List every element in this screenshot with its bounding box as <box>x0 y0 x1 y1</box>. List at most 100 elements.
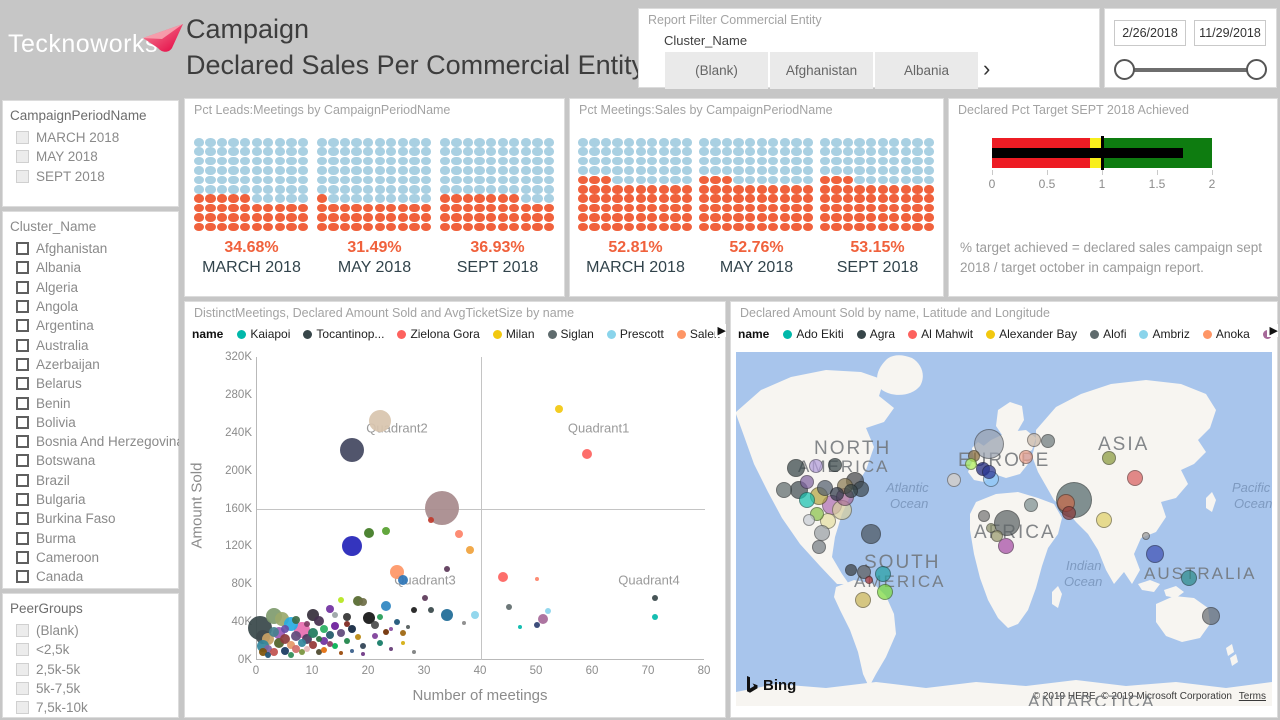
map-legend-next-icon[interactable]: ▶ <box>1266 324 1278 337</box>
map-bubble[interactable] <box>991 530 1003 542</box>
map-bubble[interactable] <box>1041 434 1055 448</box>
scatter-bubble[interactable] <box>286 640 295 649</box>
checkbox-item[interactable]: Argentina <box>10 316 177 335</box>
scatter-bubble[interactable] <box>352 596 363 607</box>
scatter-bubble[interactable] <box>320 624 329 633</box>
map-bubble[interactable] <box>1027 433 1041 447</box>
scatter-legend-next-icon[interactable]: ▶ <box>714 324 726 337</box>
checkbox-item[interactable]: Albania <box>10 258 177 277</box>
checkbox-item[interactable]: Burma <box>10 528 177 547</box>
legend-item[interactable]: Salem <box>676 327 720 341</box>
checkbox-item[interactable]: Azerbaijan <box>10 355 177 374</box>
map-bubble[interactable] <box>1202 607 1220 625</box>
checkbox-icon[interactable] <box>16 261 29 275</box>
scatter-bubble[interactable] <box>343 621 350 628</box>
date-end-input[interactable]: 11/29/2018 <box>1194 20 1266 46</box>
checkbox-item[interactable]: Angola <box>10 297 177 316</box>
map-bubble[interactable] <box>828 458 842 472</box>
checkbox-icon[interactable] <box>16 169 29 183</box>
scatter-bubble[interactable] <box>399 630 406 637</box>
checkbox-icon[interactable] <box>16 493 29 506</box>
map-bubble[interactable] <box>986 523 996 533</box>
scatter-bubble[interactable] <box>339 651 343 656</box>
scatter-bubble[interactable] <box>380 601 391 612</box>
map-bubble[interactable] <box>1102 451 1116 465</box>
scatter-bubble[interactable] <box>441 609 454 622</box>
checkbox-item[interactable]: Bolivia <box>10 413 177 432</box>
scatter-bubble[interactable] <box>258 648 267 657</box>
filter-scroll-right-icon[interactable]: › <box>983 56 991 81</box>
scatter-bubble[interactable] <box>337 629 345 638</box>
scatter-bubble[interactable] <box>291 631 302 642</box>
scatter-bubble[interactable] <box>304 621 311 628</box>
scatter-bubble[interactable] <box>382 628 389 635</box>
scatter-bubble[interactable] <box>313 616 324 627</box>
checkbox-icon[interactable] <box>16 531 29 545</box>
checkbox-item[interactable]: Botswana <box>10 451 177 470</box>
scatter-bubble[interactable] <box>427 516 434 523</box>
scatter-bubble[interactable] <box>348 624 357 633</box>
legend-item[interactable]: Agra <box>856 327 895 341</box>
checkbox-icon[interactable] <box>16 454 29 468</box>
dot-matrix-grid[interactable] <box>439 138 556 232</box>
scatter-bubble[interactable] <box>371 633 378 640</box>
scatter-bubble[interactable] <box>534 621 540 628</box>
scatter-bubble[interactable] <box>292 644 301 653</box>
dot-matrix-grid[interactable] <box>577 138 694 232</box>
checkbox-icon[interactable] <box>16 242 29 256</box>
map-bubble[interactable] <box>1181 570 1197 586</box>
scatter-bubble[interactable] <box>315 649 322 656</box>
scatter-bubble[interactable] <box>465 546 474 555</box>
scatter-bubble[interactable] <box>343 638 350 645</box>
map-bubble[interactable] <box>875 566 891 582</box>
scatter-bubble[interactable] <box>377 614 384 621</box>
checkbox-icon[interactable] <box>16 150 29 164</box>
scatter-bubble[interactable] <box>369 410 392 433</box>
legend-item[interactable]: Kaiapoi <box>237 327 290 341</box>
scatter-bubble[interactable] <box>545 607 552 614</box>
map-bubble[interactable] <box>965 458 977 470</box>
legend-item[interactable]: Zielona Gora <box>397 327 480 341</box>
checkbox-icon[interactable] <box>16 131 29 145</box>
scatter-bubble[interactable] <box>342 613 351 622</box>
checkbox-icon[interactable] <box>16 338 29 352</box>
map-bubble[interactable] <box>947 473 961 487</box>
scatter-bubble[interactable] <box>297 638 306 647</box>
scatter-bubble[interactable] <box>400 640 405 645</box>
legend-item[interactable]: Anoka <box>1202 327 1250 341</box>
scatter-bubble[interactable] <box>269 648 278 657</box>
scatter-bubble[interactable] <box>582 448 593 459</box>
scatter-bubble[interactable] <box>350 648 355 653</box>
checkbox-item[interactable]: Benin <box>10 393 177 412</box>
map-bubble[interactable] <box>799 492 815 508</box>
terms-link[interactable]: Terms <box>1238 691 1266 702</box>
legend-item[interactable]: Al Mahwit <box>908 327 973 341</box>
scatter-bubble[interactable] <box>651 614 658 621</box>
scatter-bubble[interactable] <box>394 619 400 626</box>
map-bubble[interactable] <box>877 584 893 600</box>
filter-option-button[interactable]: Afghanistan <box>770 52 873 89</box>
checkbox-icon[interactable] <box>16 662 29 676</box>
scatter-bubble[interactable] <box>381 527 390 536</box>
scatter-bubble[interactable] <box>364 528 374 539</box>
scatter-bubble[interactable] <box>462 621 467 626</box>
scatter-bubble[interactable] <box>280 634 290 645</box>
map-bubble[interactable] <box>800 475 814 489</box>
scatter-bubble[interactable] <box>308 628 318 639</box>
checkbox-item[interactable]: Brazil <box>10 471 177 490</box>
checkbox-item[interactable]: MARCH 2018 <box>10 128 177 147</box>
date-start-input[interactable]: 2/26/2018 <box>1114 20 1186 46</box>
map-bubble[interactable] <box>1062 506 1076 520</box>
scatter-bubble[interactable] <box>444 566 451 573</box>
checkbox-item[interactable]: Burkina Faso <box>10 509 177 528</box>
checkbox-item[interactable]: Australia <box>10 335 177 354</box>
map-bubble[interactable] <box>1142 532 1150 540</box>
checkbox-item[interactable]: MAY 2018 <box>10 147 177 166</box>
scatter-bubble[interactable] <box>361 652 366 657</box>
scatter-bubble[interactable] <box>325 631 334 640</box>
legend-item[interactable]: Siglan <box>547 327 594 341</box>
checkbox-item[interactable]: <2,5k <box>10 640 177 659</box>
scatter-bubble[interactable] <box>537 614 548 625</box>
map-bubble[interactable] <box>1096 512 1112 528</box>
checkbox-icon[interactable] <box>16 357 29 371</box>
